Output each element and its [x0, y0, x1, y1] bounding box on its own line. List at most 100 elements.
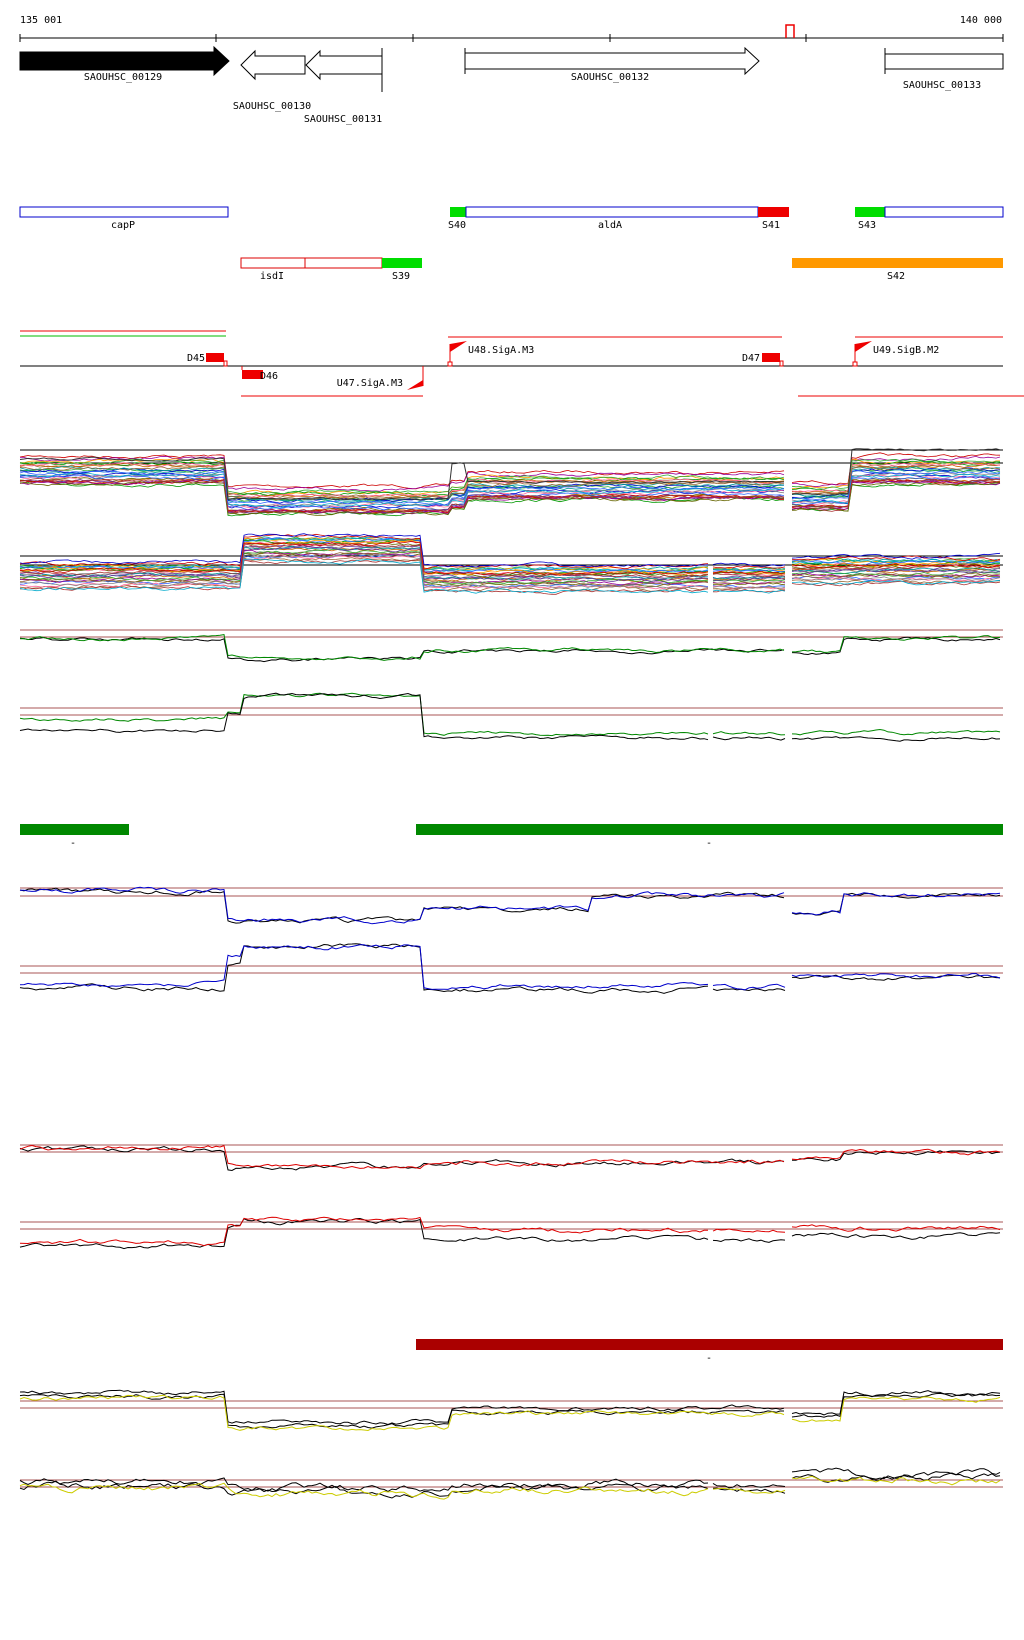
promoter-u47-siga-m3[interactable]: U47.SigA.M3	[337, 366, 424, 390]
expression-trace	[791, 1224, 1001, 1232]
feature-s42[interactable]: S42	[792, 258, 1003, 282]
gene-saouhsc-00132[interactable]: SAOUHSC_00132	[464, 46, 760, 83]
expression-trace	[19, 1217, 709, 1250]
feature-alda[interactable]: aldA	[465, 206, 759, 231]
svg-text:-: -	[70, 838, 76, 849]
condition-block[interactable]: -	[416, 1339, 1003, 1364]
ruler-end-label: 140 000	[960, 15, 1002, 26]
gene-saouhsc-00133[interactable]: SAOUHSC_00133	[884, 48, 1004, 91]
expression-trace	[19, 456, 785, 501]
expression-trace	[792, 974, 1001, 981]
expression-trace	[712, 589, 786, 594]
expression-trace	[20, 455, 785, 492]
expression-trace	[19, 543, 709, 578]
profile-yellow-reverse	[19, 1467, 1003, 1500]
ruler-start-label: 135 001	[20, 15, 62, 26]
expression-trace	[19, 472, 785, 509]
expression-trace	[791, 481, 1001, 512]
expression-trace	[19, 470, 785, 506]
expression-trace	[791, 569, 1001, 574]
profile-blue-reverse	[19, 943, 1003, 994]
expression-trace	[791, 572, 1001, 578]
expression-trace	[19, 692, 709, 737]
expression-trace	[19, 1477, 709, 1492]
svg-text:-: -	[706, 1353, 712, 1364]
expression-trace	[19, 1482, 709, 1500]
feature-capp[interactable]: capP	[19, 206, 229, 231]
expression-trace	[712, 1487, 786, 1494]
gene-saouhsc-00130[interactable]: SAOUHSC_00130	[233, 49, 311, 112]
forward-annotation-track: capP S40 aldA S41 S43	[19, 206, 1004, 231]
profile-red-reverse	[19, 1216, 1003, 1250]
expression-trace	[791, 466, 1001, 498]
condition-block[interactable]: -	[416, 824, 1003, 849]
expression-trace	[791, 579, 1001, 586]
expression-trace	[19, 553, 709, 589]
terminator-d47[interactable]: D47	[742, 353, 784, 367]
expression-trace	[19, 1394, 785, 1432]
expression-trace	[19, 462, 785, 498]
expression-trace	[19, 474, 785, 512]
expression-trace	[712, 576, 786, 580]
expression-trace	[19, 886, 785, 925]
terminator-d45[interactable]: D45	[187, 353, 228, 367]
feature-s43[interactable]: S43	[855, 206, 1004, 231]
expression-trace	[791, 1472, 1001, 1483]
feature-s39[interactable]: S39	[382, 258, 422, 282]
feature-isdi[interactable]: isdI	[240, 257, 383, 282]
expression-trace	[19, 533, 709, 570]
gene-saouhsc-00129[interactable]: SAOUHSC_00129	[19, 45, 230, 83]
expression-trace	[712, 562, 786, 567]
expression-trace	[791, 448, 1001, 496]
expression-trace	[19, 943, 709, 994]
gene-label: SAOUHSC_00129	[84, 72, 162, 83]
promoter-terminator-track: D45 D46 U47.SigA.M3 U48.SigA.M3 D47	[20, 330, 1024, 397]
position-ruler: 135 001 140 000	[19, 15, 1004, 42]
expression-trace	[791, 892, 1001, 916]
expression-trace	[19, 479, 785, 515]
expression-trace	[19, 470, 785, 504]
expression-trace	[19, 465, 784, 501]
svg-text:aldA: aldA	[598, 220, 622, 231]
profile-green-forward	[19, 629, 1003, 663]
expression-trace	[791, 635, 1001, 653]
expression-trace	[19, 1216, 708, 1247]
expression-trace	[791, 455, 1001, 488]
expression-trace	[791, 552, 1001, 560]
svg-text:S39: S39	[392, 271, 410, 282]
expression-trace	[791, 478, 1001, 508]
expression-trace	[712, 577, 786, 582]
gene-label: SAOUHSC_00132	[571, 72, 649, 83]
expression-trace	[791, 462, 1001, 493]
expression-trace	[19, 454, 785, 490]
terminator-d46[interactable]: D46	[241, 366, 278, 382]
svg-text:U49.SigB.M2: U49.SigB.M2	[873, 345, 939, 356]
expression-trace	[791, 470, 1001, 500]
expression-trace	[19, 1389, 785, 1426]
expression-trace	[712, 1228, 786, 1233]
svg-text:S42: S42	[887, 271, 905, 282]
expression-trace	[19, 533, 709, 568]
expression-trace	[791, 555, 1001, 562]
promoter-u48-siga-m3[interactable]: U48.SigA.M3	[447, 341, 534, 367]
expression-trace	[712, 569, 786, 573]
condition-block[interactable]: -	[20, 824, 129, 849]
expression-trace	[19, 546, 709, 583]
expression-trace	[791, 480, 1001, 510]
expression-trace	[791, 973, 1001, 979]
expression-trace	[791, 475, 1001, 505]
expression-trace	[791, 892, 1001, 916]
expression-trace	[791, 452, 1001, 486]
gene-saouhsc-00131[interactable]: SAOUHSC_00131	[304, 48, 383, 125]
svg-text:U48.SigA.M3: U48.SigA.M3	[468, 345, 534, 356]
expression-trace	[19, 1144, 785, 1170]
expression-trace	[791, 563, 1001, 569]
promoter-u49-sigb-m2[interactable]: U49.SigB.M2	[852, 341, 939, 367]
profile-blue-forward	[19, 886, 1003, 925]
expression-trace	[791, 562, 1001, 568]
expression-trace	[712, 1482, 786, 1489]
feature-s40[interactable]: S40	[448, 207, 466, 231]
ruler-marker	[785, 24, 795, 38]
feature-s41[interactable]: S41	[758, 207, 789, 231]
